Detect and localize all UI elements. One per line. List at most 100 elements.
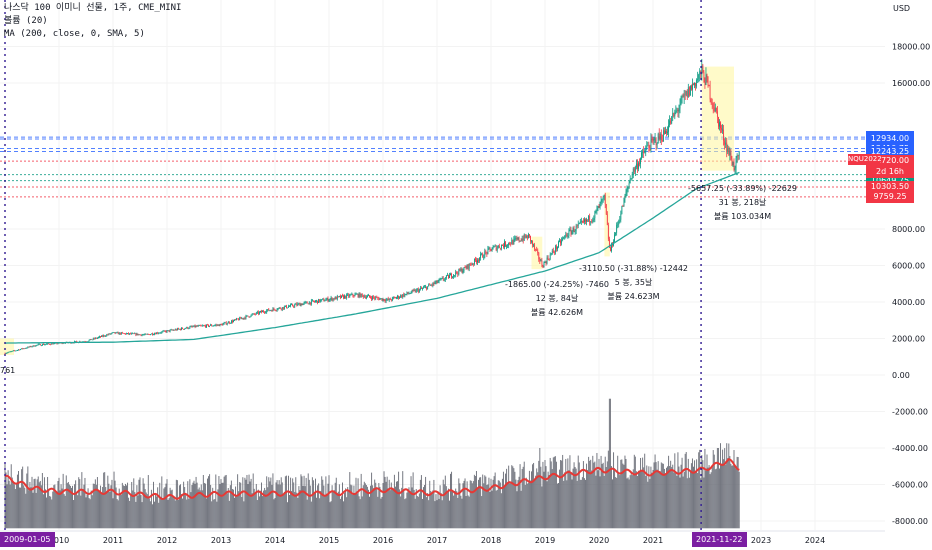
volume-bar <box>19 487 21 529</box>
volume-bar <box>433 479 435 529</box>
candle-body <box>617 224 619 226</box>
candle-body <box>430 284 432 286</box>
volume-bar <box>451 471 453 529</box>
candle-body <box>560 240 561 244</box>
candle-body <box>152 333 153 335</box>
candle-body <box>498 245 500 248</box>
volume-bar <box>35 492 37 529</box>
volume-bar <box>15 483 17 529</box>
volume-bar <box>138 479 140 529</box>
candle-body <box>737 155 739 157</box>
drawdown-2-bars: 5 봉, 35날 <box>614 278 653 287</box>
candle-body <box>606 214 608 225</box>
candle-body <box>705 74 707 85</box>
candle-body <box>323 298 325 302</box>
volume-bar <box>651 472 653 529</box>
volume-bar <box>394 486 396 529</box>
candle-body <box>525 236 527 238</box>
candle-body <box>262 311 263 313</box>
currency-unit[interactable]: USD <box>893 4 911 13</box>
volume-bar <box>680 464 682 529</box>
legend-ma[interactable]: MA (200, close, 0, SMA, 5) <box>4 29 145 39</box>
volume-bar <box>345 488 347 529</box>
candle-body <box>7 352 9 354</box>
volume-bar <box>639 471 640 529</box>
candle-body <box>54 342 56 344</box>
date-marker-start[interactable]: 2009-01-05 <box>0 532 55 547</box>
candle-body <box>668 125 669 132</box>
volume-bar <box>271 484 273 529</box>
volume-bar <box>210 484 212 529</box>
candle-body <box>434 282 436 284</box>
candle-body <box>375 297 377 299</box>
candle-body <box>599 202 601 208</box>
candle-body <box>515 238 517 240</box>
volume-bar <box>407 489 409 529</box>
volume-bar <box>270 477 272 529</box>
candle-body <box>664 130 665 134</box>
candle-body <box>172 330 174 331</box>
legend-title[interactable]: 나스닥 100 이미니 선물, 1주, CME_MINI <box>4 3 182 13</box>
volume-bar <box>619 475 621 529</box>
candle-body <box>167 330 169 332</box>
volume-bar <box>241 497 243 529</box>
volume-bar <box>575 468 577 529</box>
volume-bar <box>432 490 434 529</box>
candle-body <box>570 229 572 235</box>
candle-body <box>712 103 714 108</box>
candle-body <box>144 333 146 335</box>
candle-body <box>565 234 567 236</box>
volume-bar <box>357 478 359 529</box>
volume-bar <box>684 453 686 529</box>
candle-body <box>387 298 389 301</box>
candle-body <box>704 82 706 85</box>
volume-bar <box>664 473 666 529</box>
volume-bar <box>102 486 104 529</box>
volume-bar <box>682 476 684 529</box>
y-axis[interactable]: 18000.00 16000.00 8000.00 6000.00 4000.00 200… <box>892 43 930 527</box>
volume-bar <box>161 476 163 529</box>
volume-bar <box>122 485 124 529</box>
candle-body <box>331 297 333 301</box>
x-axis[interactable]: 2010 2011 2012 2013 2014 2015 2016 2017 2018 2019… <box>0 530 885 545</box>
volume-bar <box>601 463 603 529</box>
volume-bar <box>625 458 627 529</box>
grid <box>0 0 885 530</box>
volume-bar <box>718 468 720 529</box>
volume-bar <box>27 466 29 529</box>
x-tick-label: 2021 <box>643 536 663 545</box>
volume-bar <box>329 502 331 529</box>
candle-body <box>364 296 366 299</box>
candle-body <box>19 349 20 351</box>
candle-body <box>594 211 596 219</box>
volume-bar <box>515 479 517 529</box>
volume-bar <box>553 456 555 529</box>
candle-body <box>132 333 134 335</box>
y-tick-label: -2000.00 <box>892 408 928 417</box>
volume-bar <box>181 494 183 529</box>
candle-body <box>296 303 298 306</box>
volume-bar <box>486 484 488 529</box>
volume-bar <box>132 490 134 529</box>
volume-bar <box>193 480 195 529</box>
candle-body <box>127 333 128 334</box>
date-marker-end[interactable]: 2021-11-22 <box>692 532 747 547</box>
volume-bar <box>597 470 599 529</box>
candle-body <box>4 353 6 354</box>
candle-body <box>521 238 523 242</box>
volume-bar <box>307 473 309 529</box>
candle-body <box>45 344 46 346</box>
candle-body <box>88 340 90 342</box>
legend-volume[interactable]: 볼륨 (20) <box>4 16 48 26</box>
volume-bar <box>591 470 593 529</box>
candle-body <box>660 133 662 141</box>
volume-bar <box>51 499 53 529</box>
candle-body <box>427 286 429 290</box>
candle-body <box>706 74 708 77</box>
candle-body <box>504 241 505 248</box>
volume-bar <box>79 479 81 529</box>
volume-bar <box>48 490 50 529</box>
volume-bar <box>275 482 277 529</box>
candle-body <box>603 194 605 197</box>
